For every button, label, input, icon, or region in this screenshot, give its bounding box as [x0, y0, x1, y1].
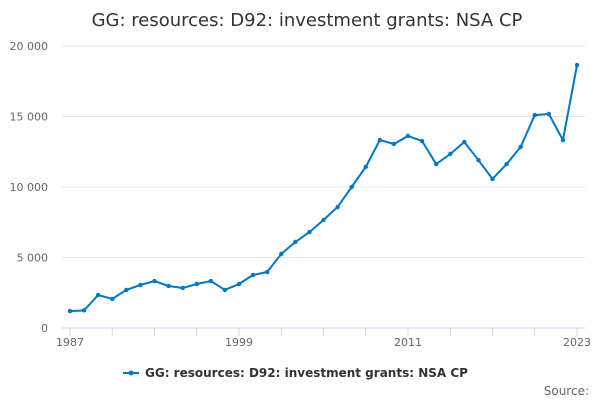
- data-point[interactable]: [321, 217, 326, 223]
- series-line: [69, 64, 578, 313]
- chart-title: GG: resources: D92: investment grants: N…: [92, 10, 523, 31]
- data-point[interactable]: [67, 308, 73, 314]
- data-point[interactable]: [307, 229, 312, 235]
- data-point[interactable]: [222, 287, 228, 293]
- x-tick-label: 2023: [563, 336, 591, 349]
- data-point[interactable]: [504, 161, 509, 167]
- data-point[interactable]: [194, 281, 199, 287]
- data-point[interactable]: [546, 111, 552, 117]
- y-tick-label: 0: [41, 322, 48, 335]
- data-point[interactable]: [293, 239, 298, 245]
- legend-marker-icon: [128, 370, 134, 376]
- y-tick-label: 20 000: [10, 40, 49, 53]
- data-point[interactable]: [391, 141, 397, 147]
- data-point[interactable]: [377, 137, 383, 143]
- data-point[interactable]: [574, 62, 580, 68]
- data-point[interactable]: [81, 308, 87, 313]
- data-point[interactable]: [124, 287, 129, 293]
- data-point[interactable]: [363, 164, 368, 170]
- data-point[interactable]: [448, 151, 453, 157]
- data-point[interactable]: [532, 112, 537, 118]
- data-point[interactable]: [476, 157, 481, 163]
- data-point[interactable]: [236, 281, 242, 287]
- data-point[interactable]: [110, 296, 115, 302]
- data-point[interactable]: [208, 278, 214, 284]
- data-point[interactable]: [250, 272, 256, 278]
- data-point[interactable]: [166, 283, 171, 289]
- y-tick-label: 10 000: [10, 181, 49, 194]
- data-point[interactable]: [335, 204, 340, 210]
- y-tick-label: 15 000: [10, 111, 49, 124]
- data-point[interactable]: [95, 292, 101, 298]
- x-tick-label: 1987: [56, 336, 84, 349]
- source-label[interactable]: Source:: [544, 384, 589, 398]
- data-point[interactable]: [138, 282, 143, 288]
- data-point[interactable]: [518, 144, 523, 150]
- data-point[interactable]: [180, 285, 185, 291]
- data-point[interactable]: [462, 139, 467, 145]
- data-point[interactable]: [419, 138, 425, 144]
- legend-item[interactable]: GG: resources: D92: investment grants: N…: [123, 366, 468, 380]
- y-tick-label: 5 000: [17, 252, 49, 265]
- data-point[interactable]: [433, 161, 439, 167]
- data-point[interactable]: [349, 184, 354, 190]
- x-tick-label: 1999: [225, 336, 253, 349]
- data-point[interactable]: [279, 251, 284, 257]
- legend-label: GG: resources: D92: investment grants: N…: [145, 366, 468, 380]
- data-point[interactable]: [490, 176, 495, 182]
- x-tick-label: 2011: [394, 336, 422, 349]
- data-point[interactable]: [152, 278, 157, 284]
- data-point[interactable]: [264, 269, 270, 275]
- data-point[interactable]: [560, 137, 566, 143]
- data-point[interactable]: [405, 133, 411, 139]
